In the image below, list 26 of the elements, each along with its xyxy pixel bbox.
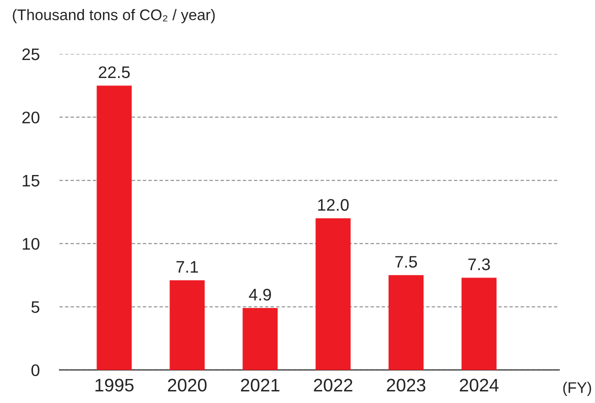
y-axis-title: (Thousand tons of CO₂ / year): [12, 9, 215, 24]
x-tick-label: 2024: [460, 378, 499, 392]
x-axis-title: (FY): [563, 382, 592, 396]
y-tick-label: 15: [22, 174, 40, 187]
x-tick-label: 2020: [168, 378, 207, 392]
data-label: 7.3: [468, 258, 490, 270]
data-label: 12.0: [318, 199, 349, 211]
x-tick-label: 2022: [314, 378, 352, 392]
bar: [316, 218, 351, 370]
bar: [462, 278, 497, 370]
x-tick-label: 2021: [240, 378, 280, 392]
y-tick-label: 5: [31, 301, 40, 313]
bar: [242, 308, 278, 370]
bar: [388, 275, 424, 370]
bar: [96, 86, 132, 370]
y-tick-label: 10: [22, 238, 40, 250]
x-tick-label: 2023: [386, 378, 426, 392]
y-tick-label: 25: [22, 48, 40, 60]
y-tick-label: 0: [31, 364, 40, 376]
data-label: 7.1: [176, 261, 198, 273]
bar: [170, 280, 205, 370]
data-label: 4.9: [248, 288, 271, 301]
x-tick-label: 1995: [96, 378, 134, 392]
data-label: 7.5: [395, 256, 417, 268]
y-tick-label: 20: [22, 112, 40, 124]
data-label: 22.5: [98, 66, 130, 78]
